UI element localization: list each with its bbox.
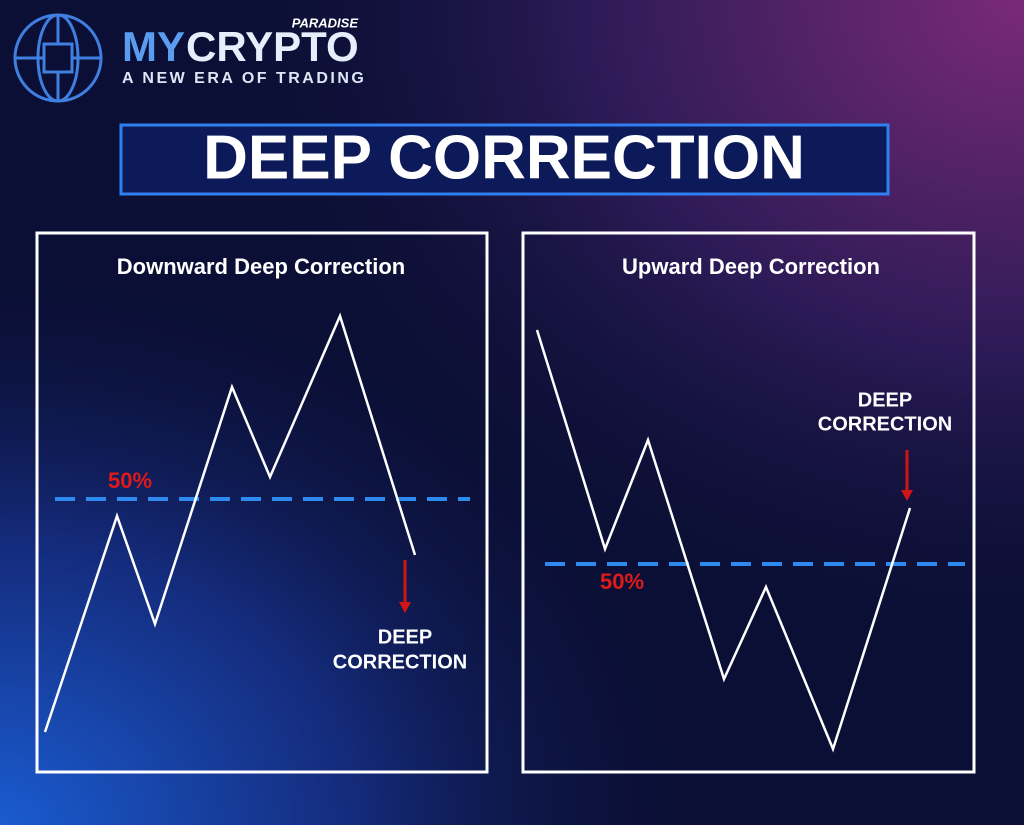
- annotation: CORRECTION: [818, 413, 952, 435]
- annotation: DEEP: [858, 389, 912, 411]
- arrow-head: [399, 602, 411, 613]
- level-label: 50%: [600, 569, 644, 594]
- level-label: 50%: [108, 468, 152, 493]
- tagline: A NEW ERA OF TRADING: [122, 70, 366, 87]
- panel-frame: [35, 231, 489, 774]
- price-path: [43, 312, 417, 733]
- brand-name: CRYPTO: [186, 23, 359, 70]
- brand-tag: PARADISE: [292, 15, 359, 30]
- annotation: DEEP: [378, 626, 432, 648]
- brand-prefix: MY: [122, 23, 185, 70]
- arrow-head: [901, 490, 913, 501]
- panel-frame: [521, 231, 976, 774]
- panel-title: Downward Deep Correction: [117, 254, 405, 279]
- price-path: [535, 329, 912, 753]
- logo: [13, 13, 103, 103]
- title: DEEP CORRECTION: [203, 123, 805, 192]
- title-box: [119, 123, 890, 196]
- annotation: CORRECTION: [333, 651, 467, 673]
- panel-title: Upward Deep Correction: [622, 254, 880, 279]
